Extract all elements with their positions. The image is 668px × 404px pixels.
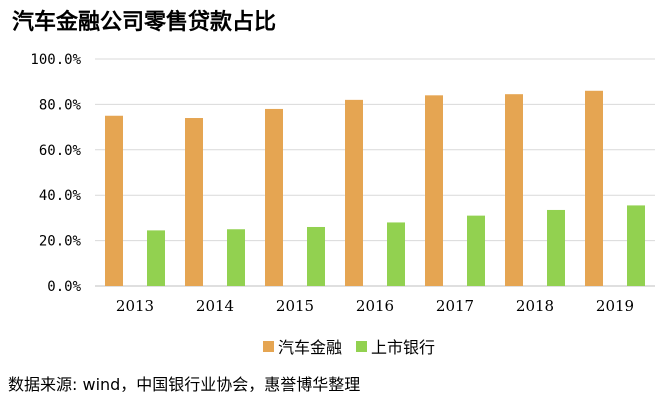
bar-listed-banks bbox=[307, 226, 325, 286]
x-tick-label: 2019 bbox=[596, 297, 634, 315]
bar-listed-banks bbox=[147, 230, 165, 286]
legend-label-auto-finance: 汽车金融 bbox=[278, 338, 342, 357]
x-tick-label: 2013 bbox=[116, 297, 154, 315]
legend-swatch-auto-finance bbox=[263, 341, 274, 352]
source-note: 数据来源: wind，中国银行业协会，惠誉博华整理 bbox=[8, 375, 361, 394]
x-tick-label: 2018 bbox=[516, 297, 554, 315]
y-tick-label: 100.0% bbox=[30, 52, 81, 68]
x-tick-label: 2017 bbox=[436, 297, 474, 315]
y-tick-label: 80.0% bbox=[39, 97, 82, 113]
y-tick-label: 0.0% bbox=[47, 279, 81, 295]
bar-listed-banks bbox=[467, 215, 485, 286]
bar-auto-finance bbox=[105, 115, 123, 286]
bar-listed-banks bbox=[627, 205, 645, 286]
x-tick-label: 2015 bbox=[276, 297, 314, 315]
legend-swatch-listed-banks bbox=[356, 341, 367, 352]
y-tick-label: 60.0% bbox=[39, 143, 82, 159]
bar-listed-banks bbox=[387, 222, 405, 286]
x-tick-label: 2016 bbox=[356, 297, 394, 315]
legend-label-listed-banks: 上市银行 bbox=[371, 338, 435, 357]
bar-listed-banks bbox=[547, 209, 565, 286]
bar-listed-banks bbox=[227, 229, 245, 286]
bar-auto-finance bbox=[585, 90, 603, 286]
bar-auto-finance bbox=[185, 118, 203, 287]
y-tick-label: 20.0% bbox=[39, 234, 82, 250]
bar-auto-finance bbox=[265, 108, 283, 286]
bar-auto-finance bbox=[345, 99, 363, 286]
x-tick-label: 2014 bbox=[196, 297, 234, 315]
bar-auto-finance bbox=[505, 94, 523, 286]
y-tick-label: 40.0% bbox=[39, 188, 82, 204]
chart-title: 汽车金融公司零售贷款占比 bbox=[12, 10, 277, 35]
bar-auto-finance bbox=[425, 95, 443, 286]
